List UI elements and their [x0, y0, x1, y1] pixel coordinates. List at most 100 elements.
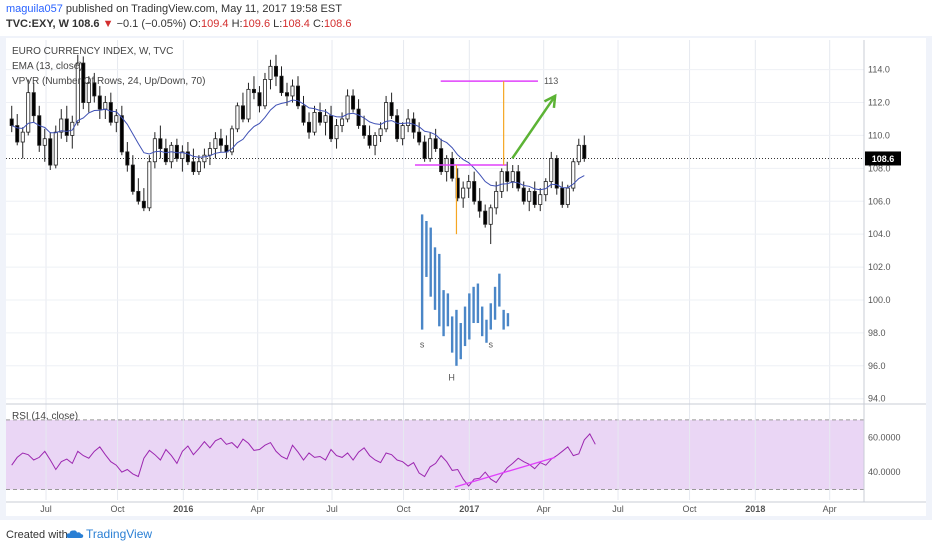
candle [213, 132, 218, 159]
candle [240, 92, 245, 123]
candle-body [488, 207, 493, 225]
close-value: 108.6 [323, 18, 352, 30]
candle-body [152, 138, 157, 163]
candle [538, 188, 543, 212]
candle-body [450, 158, 455, 179]
candle [290, 79, 295, 103]
vpvr-bar [498, 273, 501, 307]
candle-body [229, 128, 234, 153]
candle [125, 142, 130, 172]
quote-line: TVC:EXY, W 108.6 ▼ −0.1 (−0.05%) O:109.4… [6, 18, 351, 30]
candle [246, 82, 251, 123]
candle-body [477, 200, 482, 212]
candle [351, 89, 356, 113]
symbol-label: TVC:EXY, W [6, 18, 69, 30]
candle-body [329, 115, 334, 140]
low-value: 108.4 [282, 18, 310, 30]
candle [356, 99, 361, 129]
vpvr-bar [472, 286, 475, 324]
x-tick-label: Apr [823, 504, 837, 514]
candle-body [163, 148, 168, 163]
candle-body [565, 187, 570, 205]
candle-body [284, 92, 289, 97]
open-label: O: [189, 18, 201, 30]
candle-body [510, 171, 515, 182]
legend-vpvr: VPVR (Number Of Rows, 24, Up/Down, 70) [12, 76, 206, 87]
candle-body [345, 95, 350, 120]
candle-body [389, 102, 394, 117]
ema-line [11, 99, 585, 191]
candle [576, 138, 581, 166]
vpvr-bar [506, 313, 510, 327]
candle-body [318, 112, 323, 123]
y-tick-label: 114.0 [868, 65, 890, 75]
candle [207, 142, 212, 166]
legend-title: EURO CURRENCY INDEX, W, TVC [12, 46, 174, 57]
candle-body [235, 105, 240, 130]
candle [395, 109, 400, 143]
candle-body [169, 144, 174, 163]
candle [318, 102, 323, 126]
candle [147, 155, 152, 212]
candle [340, 112, 345, 133]
pattern-label: s [420, 340, 425, 350]
candle-body [521, 187, 526, 202]
candle [152, 132, 157, 169]
candle-body [130, 164, 135, 192]
candle [450, 151, 455, 182]
candle-body [20, 131, 25, 143]
tradingview-brand-link[interactable]: TradingView [86, 527, 153, 541]
candle-body [42, 138, 47, 146]
candle-body [15, 125, 20, 143]
candle-body [185, 151, 190, 163]
vpvr-bar [446, 293, 450, 327]
y-tick-label: 102.0 [868, 262, 891, 272]
x-tick-label: Apr [537, 504, 551, 514]
candle [37, 105, 42, 152]
tradingview-cloud-icon [66, 530, 84, 538]
candle-body [428, 138, 433, 159]
close-label: C: [312, 18, 324, 30]
candle-body [417, 131, 422, 143]
x-tick-label: 2018 [745, 504, 765, 514]
candle-body [499, 171, 504, 192]
author-link[interactable]: maguila057 [6, 3, 63, 15]
candle [130, 155, 135, 195]
candle [466, 174, 471, 198]
candle-body [554, 158, 559, 189]
candle [20, 127, 25, 159]
candle [400, 122, 405, 146]
candle [334, 118, 339, 149]
candle [9, 105, 14, 133]
candle-body [571, 161, 576, 189]
candle [59, 109, 64, 139]
candle [560, 181, 565, 208]
candle [163, 138, 168, 166]
y-tick-label: 96.0 [868, 361, 886, 371]
candle-body [532, 190, 537, 205]
candle-body [75, 62, 80, 123]
candle-body [64, 118, 69, 136]
candle-body [240, 105, 245, 120]
candle [191, 148, 196, 175]
high-label: H: [231, 18, 243, 30]
candle [262, 72, 267, 110]
candle-body [516, 171, 521, 189]
y-tick-label: 110.0 [868, 130, 890, 140]
candle [461, 181, 466, 208]
candle-body [196, 161, 201, 173]
candle-body [213, 138, 218, 150]
candle [196, 155, 201, 175]
candle-body [48, 138, 53, 166]
candle-body [290, 85, 295, 97]
candle-body [373, 135, 378, 146]
vpvr-bar [485, 319, 488, 343]
candle [279, 66, 284, 96]
x-tick-label: Jul [326, 504, 338, 514]
candle-body [527, 190, 532, 202]
candle-body [582, 144, 587, 159]
candle [516, 165, 521, 192]
candle [224, 135, 229, 159]
price-badge [865, 151, 901, 166]
